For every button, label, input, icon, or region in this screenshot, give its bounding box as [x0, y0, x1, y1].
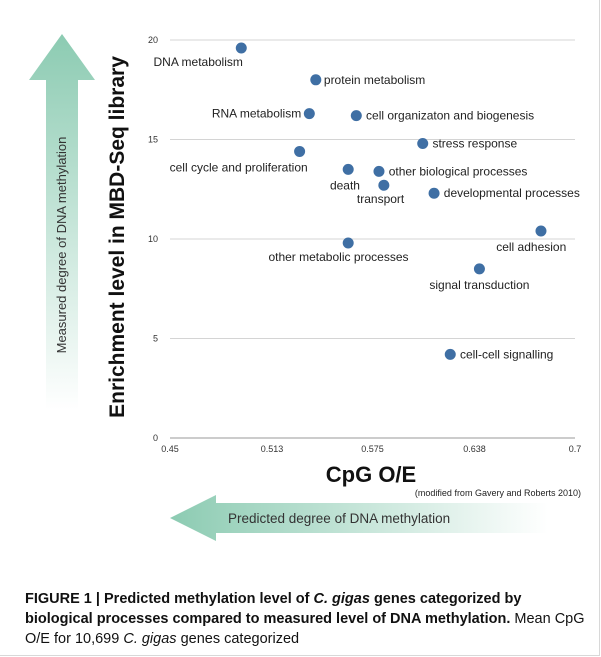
- y-tick-label: 10: [148, 234, 158, 244]
- point-label-dna-metabolism: DNA metabolism: [154, 55, 243, 69]
- point-label-developmental-processes: developmental processes: [444, 186, 580, 200]
- caption-species-1: C. gigas: [313, 591, 370, 607]
- point-death: [342, 163, 354, 175]
- point-stress-response: [417, 137, 429, 149]
- point-cell-cycle-and-proliferation: [294, 145, 306, 157]
- plot-area: 0 5 10 15 20 0.45 0.513 0.575 0.638 0.7 DNA metabo…: [148, 35, 581, 454]
- x-tick-label: 0.45: [161, 444, 179, 454]
- horizontal-arrow: [170, 495, 548, 541]
- figure-caption: FIGURE 1 | Predicted methylation level o…: [25, 589, 585, 649]
- y-axis-title: Enrichment level in MBD-Seq library: [106, 56, 129, 418]
- x-tick-label: 0.7: [569, 444, 582, 454]
- point-dna-metabolism: [235, 42, 247, 54]
- caption-title-1: Predicted methylation level of: [104, 591, 310, 607]
- point-developmental-processes: [428, 187, 440, 199]
- figure-chart: Measured degree of DNA methylation Predi…: [29, 34, 581, 541]
- point-cell-adhesion: [535, 225, 547, 237]
- vertical-arrow: [29, 34, 95, 410]
- point-other-biological-processes: [373, 165, 385, 177]
- caption-species-2: C. gigas: [123, 631, 177, 647]
- point-label-signal-transduction: signal transduction: [429, 278, 529, 292]
- point-label-other-biological-processes: other biological processes: [389, 164, 528, 178]
- point-label-cell-adhesion: cell adhesion: [496, 240, 566, 254]
- point-label-rna-metabolism: RNA metabolism: [212, 107, 301, 121]
- point-label-cell-cell-signalling: cell-cell signalling: [460, 347, 553, 361]
- point-label-protein-metabolism: protein metabolism: [324, 73, 425, 87]
- point-rna-metabolism: [303, 108, 315, 120]
- x-tick-label: 0.513: [261, 444, 284, 454]
- point-protein-metabolism: [310, 74, 322, 86]
- y-tick-label: 0: [153, 433, 158, 443]
- y-tick-label: 20: [148, 35, 158, 45]
- y-tick-label: 15: [148, 135, 158, 145]
- point-signal-transduction: [473, 263, 485, 275]
- point-label-other-metabolic-processes: other metabolic processes: [268, 250, 408, 264]
- x-tick-label: 0.575: [361, 444, 384, 454]
- y-tick-label: 5: [153, 334, 158, 344]
- caption-figure-label: FIGURE 1 |: [25, 591, 100, 607]
- vertical-arrow-label: Measured degree of DNA methylation: [54, 137, 69, 354]
- point-label-cell-organizaton-and-biogenesis: cell organizaton and biogenesis: [366, 109, 534, 123]
- caption-body-1: Mean CpG O/E for 10,699: [25, 611, 585, 647]
- caption-title-2: genes categorized by biological processe…: [25, 591, 522, 627]
- point-cell-cell-signalling: [444, 348, 456, 360]
- caption-body-2: genes categorized: [180, 631, 300, 647]
- point-label-cell-cycle-and-proliferation: cell cycle and proliferation: [170, 160, 308, 174]
- x-tick-label: 0.638: [463, 444, 486, 454]
- x-axis-title: CpG O/E: [326, 462, 416, 487]
- point-transport: [378, 179, 390, 191]
- point-cell-organizaton-and-biogenesis: [350, 110, 362, 122]
- point-other-metabolic-processes: [342, 237, 354, 249]
- point-label-death: death: [330, 178, 360, 192]
- horizontal-arrow-label: Predicted degree of DNA methylation: [228, 511, 450, 526]
- source-note: (modified from Gavery and Roberts 2010): [415, 488, 581, 498]
- point-label-transport: transport: [357, 192, 405, 206]
- point-label-stress-response: stress response: [432, 136, 517, 150]
